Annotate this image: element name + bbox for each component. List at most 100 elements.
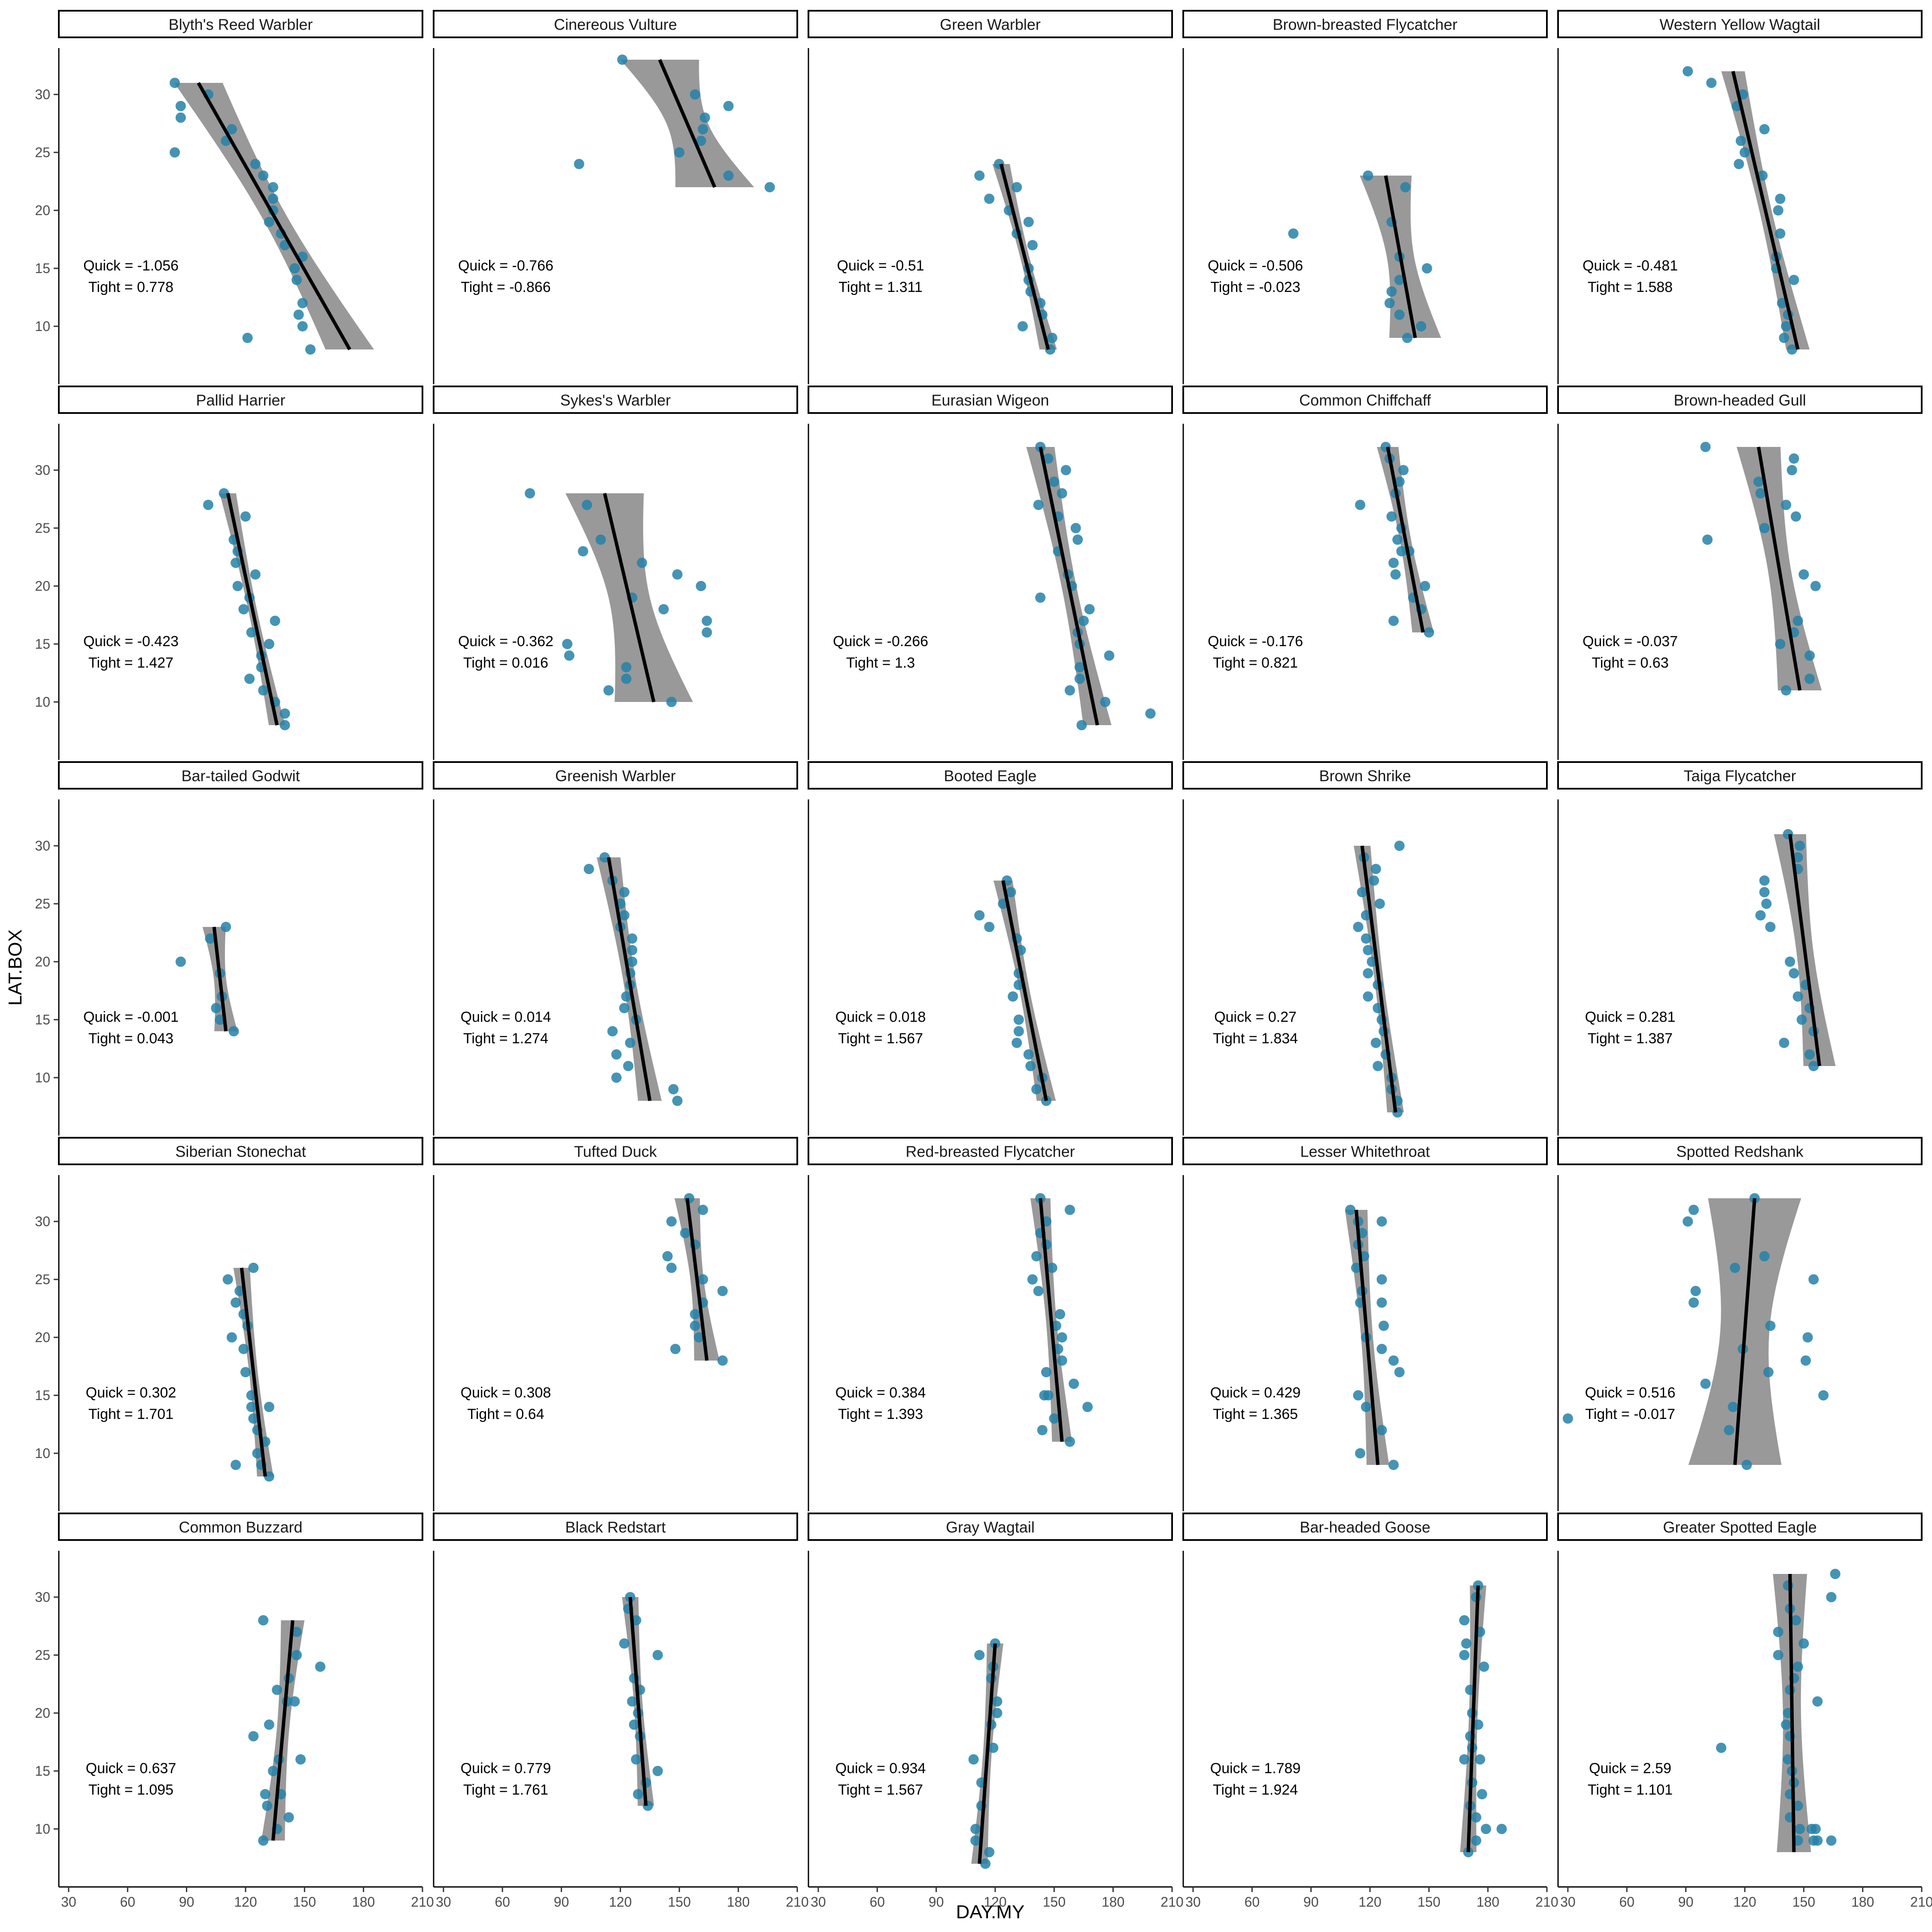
data-point: [1473, 1719, 1483, 1730]
y-tick-label: 30: [35, 838, 50, 854]
data-point: [1047, 1263, 1057, 1273]
y-tick-label: 20: [35, 954, 50, 969]
facet-title: Common Chiffchaff: [1299, 392, 1431, 409]
data-point: [1057, 1332, 1067, 1343]
x-tick-label: 180: [1102, 1894, 1124, 1910]
tight-annotation: Tight = 1.101: [1588, 1782, 1673, 1798]
quick-annotation: Quick = -0.481: [1583, 258, 1678, 274]
x-tick-label: 120: [984, 1894, 1006, 1910]
data-point: [666, 1263, 677, 1273]
data-point: [305, 344, 316, 355]
facet-title: Cinereous Vulture: [554, 16, 677, 33]
data-point: [631, 1754, 641, 1765]
facet-strip: [808, 1137, 1173, 1165]
tight-annotation: Tight = 0.821: [1213, 655, 1298, 671]
x-tick-label: 60: [1244, 1894, 1260, 1910]
data-point: [1376, 1425, 1387, 1435]
data-point: [1064, 1205, 1075, 1215]
quick-annotation: Quick = 0.014: [461, 1009, 551, 1025]
facet-title: Common Buzzard: [179, 1519, 302, 1536]
data-point: [984, 194, 995, 204]
data-point: [264, 217, 274, 227]
data-point: [627, 933, 638, 944]
data-point: [238, 1344, 249, 1354]
data-point: [1804, 1049, 1815, 1060]
panel-12: Greenish Warbler Quick = 0.014 Tight = 1.2…: [433, 761, 798, 1136]
data-point: [1792, 1801, 1803, 1811]
data-point: [1104, 650, 1115, 661]
data-point: [211, 1003, 222, 1013]
panel-21: Common Buzzard Quick = 0.637 Tight = 1.095…: [35, 1513, 434, 1910]
facet-title: Bar-tailed Godwit: [181, 767, 300, 785]
data-point: [1804, 674, 1815, 684]
data-point: [262, 1801, 273, 1811]
data-point: [611, 1072, 622, 1083]
data-point: [1018, 321, 1028, 331]
data-point: [1390, 569, 1401, 580]
data-point: [250, 569, 261, 580]
x-tick-label: 210: [786, 1894, 808, 1910]
data-point: [764, 182, 775, 192]
data-point: [1785, 957, 1795, 967]
data-point: [297, 321, 308, 331]
data-point: [270, 616, 280, 626]
y-tick-label: 10: [35, 319, 50, 334]
data-point: [1789, 453, 1799, 464]
x-tick-label: 90: [179, 1894, 194, 1910]
facet-title: Brown-headed Gull: [1674, 392, 1806, 409]
x-tick-label: 90: [554, 1894, 569, 1910]
tight-annotation: Tight = 1.274: [463, 1030, 548, 1047]
data-point: [666, 697, 677, 707]
data-point: [1355, 1448, 1366, 1458]
panel-4: Brown-breasted Flycatcher Quick = -0.506 T…: [1182, 10, 1548, 384]
data-point: [1376, 1216, 1387, 1227]
data-point: [619, 910, 630, 920]
data-point: [1759, 523, 1770, 533]
regression-line: [1386, 447, 1425, 633]
data-point: [1060, 465, 1071, 475]
tight-annotation: Tight = 1.701: [88, 1406, 173, 1422]
data-point: [228, 1026, 239, 1036]
quick-annotation: Quick = 0.308: [461, 1385, 551, 1401]
data-point: [1761, 899, 1772, 909]
data-point: [1826, 1592, 1837, 1602]
facet-strip: [808, 10, 1173, 38]
data-point: [1728, 1402, 1738, 1412]
data-point: [1363, 991, 1373, 1002]
data-point: [723, 101, 734, 111]
tight-annotation: Tight = 1.567: [838, 1782, 923, 1798]
quick-annotation: Quick = 0.018: [835, 1009, 926, 1025]
quick-annotation: Quick = -0.176: [1208, 633, 1303, 650]
panel-8: Eurasian Wigeon Quick = -0.266 Tight = 1.3: [808, 386, 1173, 760]
y-tick-label: 10: [35, 1821, 50, 1837]
regression-line: [1039, 447, 1099, 726]
data-point: [629, 1719, 639, 1730]
data-point: [723, 170, 734, 181]
panel-14: Brown Shrike Quick = 0.27 Tight = 1.834: [1182, 761, 1548, 1136]
data-point: [627, 1696, 638, 1707]
data-point: [1781, 685, 1792, 696]
x-tick-label: 120: [1358, 1894, 1381, 1910]
x-tick-label: 150: [1792, 1894, 1815, 1910]
panel-9: Common Chiffchaff Quick = -0.176 Tight = 0…: [1182, 386, 1548, 760]
data-point: [974, 910, 985, 920]
data-point: [258, 685, 269, 696]
data-point: [1757, 170, 1768, 181]
data-point: [232, 581, 243, 591]
data-point: [1031, 1251, 1042, 1261]
data-point: [702, 627, 712, 638]
data-point: [1775, 228, 1786, 239]
data-point: [637, 558, 647, 568]
quick-annotation: Quick = 0.302: [86, 1385, 176, 1401]
y-tick-label: 30: [35, 1214, 50, 1229]
data-point: [670, 1344, 681, 1354]
tight-annotation: Tight = 1.3: [846, 655, 915, 671]
data-point: [175, 112, 186, 123]
x-tick-label: 150: [668, 1894, 691, 1910]
y-tick-label: 25: [35, 1647, 50, 1663]
data-point: [1773, 1650, 1783, 1660]
x-tick-label: 180: [352, 1894, 375, 1910]
data-point: [1479, 1662, 1489, 1672]
data-point: [1471, 1835, 1482, 1846]
y-tick-label: 20: [35, 203, 50, 218]
